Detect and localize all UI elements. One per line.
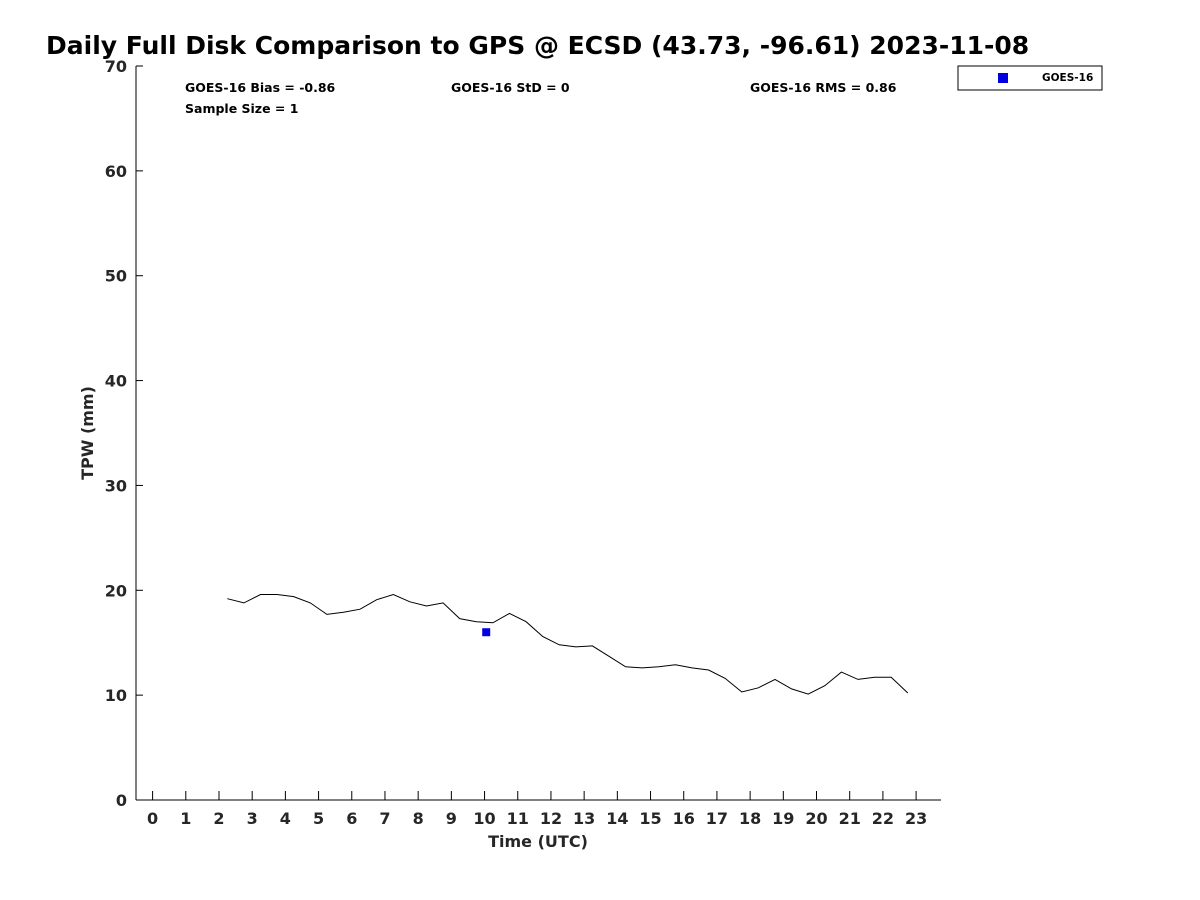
x-tick-label: 15 [639, 809, 661, 828]
x-tick-label: 21 [839, 809, 861, 828]
x-tick-label: 18 [739, 809, 761, 828]
x-tick-label: 7 [379, 809, 390, 828]
x-tick-label: 3 [247, 809, 258, 828]
x-tick-label: 10 [473, 809, 495, 828]
x-axis-label: Time (UTC) [488, 832, 588, 851]
stat-bias: GOES-16 Bias = -0.86 [185, 80, 336, 95]
x-tick-label: 11 [507, 809, 529, 828]
gps-tpw-line [227, 593, 909, 695]
legend-marker-goes16 [998, 73, 1008, 83]
stat-rms: GOES-16 RMS = 0.86 [750, 80, 897, 95]
y-tick-label: 70 [105, 57, 127, 76]
x-tick-label: 9 [446, 809, 457, 828]
x-tick-label: 5 [313, 809, 324, 828]
legend: GOES-16 [957, 65, 1103, 91]
y-axis-label: TPW (mm) [78, 386, 97, 480]
x-tick-label: 22 [872, 809, 894, 828]
x-tick-label: 23 [905, 809, 927, 828]
stat-std: GOES-16 StD = 0 [451, 80, 570, 95]
y-tick-label: 60 [105, 162, 127, 181]
y-tick-label: 30 [105, 476, 127, 495]
y-tick-label: 50 [105, 267, 127, 286]
x-tick-label: 17 [706, 809, 728, 828]
x-tick-label: 14 [606, 809, 628, 828]
y-tick-label: 10 [105, 686, 127, 705]
series-layer [227, 593, 909, 695]
y-tick-label: 20 [105, 581, 127, 600]
y-tick-label: 40 [105, 372, 127, 391]
x-tick-label: 6 [346, 809, 357, 828]
axes [135, 66, 941, 801]
x-tick-label: 4 [280, 809, 291, 828]
x-tick-label: 0 [147, 809, 158, 828]
x-tick-label: 2 [213, 809, 224, 828]
x-tick-label: 16 [673, 809, 695, 828]
x-tick-label: 8 [413, 809, 424, 828]
x-ticks: 0 1 2 3 4 5 6 7 8 9 10 11 12 13 14 15 16 17 18 19 20 21 22 23 [147, 791, 927, 828]
x-tick-label: 13 [573, 809, 595, 828]
y-tick-label: 0 [116, 791, 127, 810]
x-tick-label: 12 [540, 809, 562, 828]
legend-label-goes16: GOES-16 [1042, 72, 1093, 84]
legend-box [957, 65, 1103, 91]
chart-title: Daily Full Disk Comparison to GPS @ ECSD… [46, 31, 1029, 60]
goes16-point [482, 628, 491, 637]
x-tick-label: 20 [805, 809, 827, 828]
x-tick-label: 19 [772, 809, 794, 828]
y-ticks: 0 10 20 30 40 50 60 70 [105, 57, 143, 810]
stat-sample-size: Sample Size = 1 [185, 101, 298, 116]
x-tick-label: 1 [180, 809, 191, 828]
